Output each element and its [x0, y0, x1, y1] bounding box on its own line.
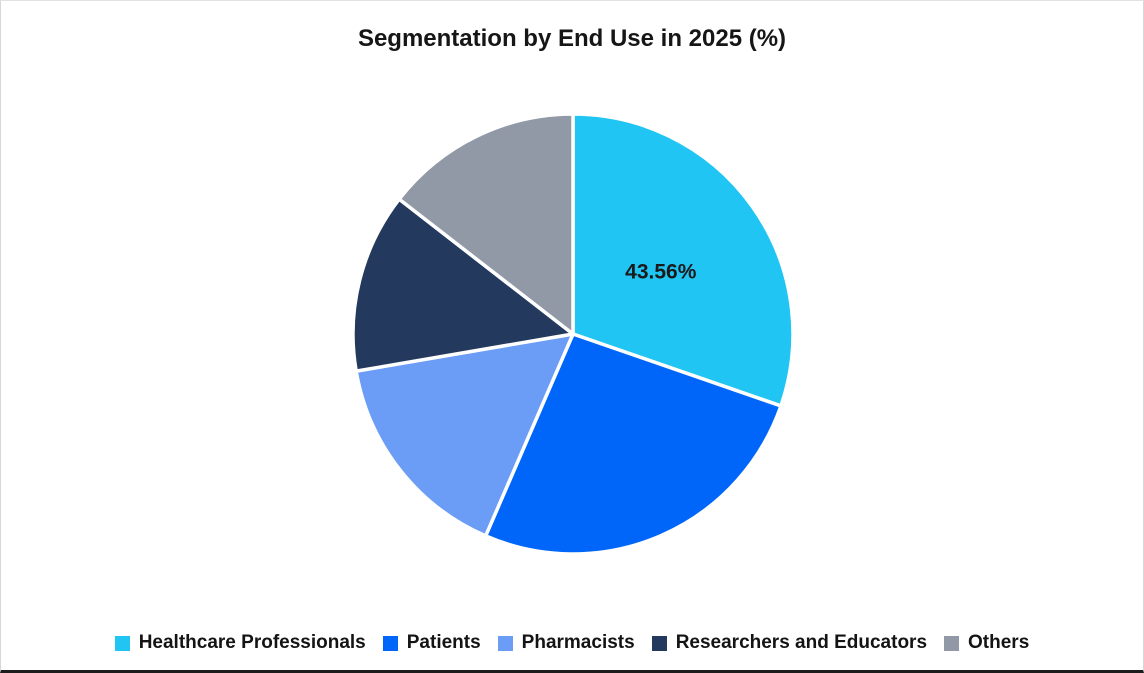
legend-item-pharmacists: Pharmacists	[497, 632, 635, 654]
legend-item-others: Others	[944, 632, 1029, 654]
legend-label: Pharmacists	[521, 632, 635, 653]
pie-slice-pharmacists	[354, 332, 575, 538]
pie-slice-researchers-and-educators	[351, 197, 575, 373]
pie-slice-patients	[483, 332, 783, 556]
legend-label: Patients	[406, 632, 481, 653]
legend-swatch-icon	[497, 635, 513, 651]
legend-item-healthcare-professionals: Healthcare Professionals	[114, 632, 366, 654]
pie-slice-healthcare-professionals	[571, 112, 795, 408]
legend-item-patients: Patients	[382, 632, 481, 654]
pie-chart: 43.56%	[351, 112, 795, 556]
legend-label: Healthcare Professionals	[138, 632, 366, 653]
legend-swatch-icon	[382, 635, 398, 651]
legend-swatch-icon	[114, 635, 130, 651]
slice-data-label-healthcare-professionals: 43.56%	[625, 261, 697, 284]
legend-item-researchers-and-educators: Researchers and Educators	[651, 632, 928, 654]
pie-slice-others	[397, 112, 575, 336]
legend-swatch-icon	[651, 635, 667, 651]
pie-chart-area: 43.56%	[343, 104, 803, 564]
legend-label: Others	[968, 632, 1030, 653]
legend-label: Researchers and Educators	[675, 632, 928, 653]
chart-legend: Healthcare Professionals Patients Pharmaci…	[1, 632, 1143, 654]
chart-title: Segmentation by End Use in 2025 (%)	[357, 25, 787, 52]
legend-swatch-icon	[944, 635, 960, 651]
